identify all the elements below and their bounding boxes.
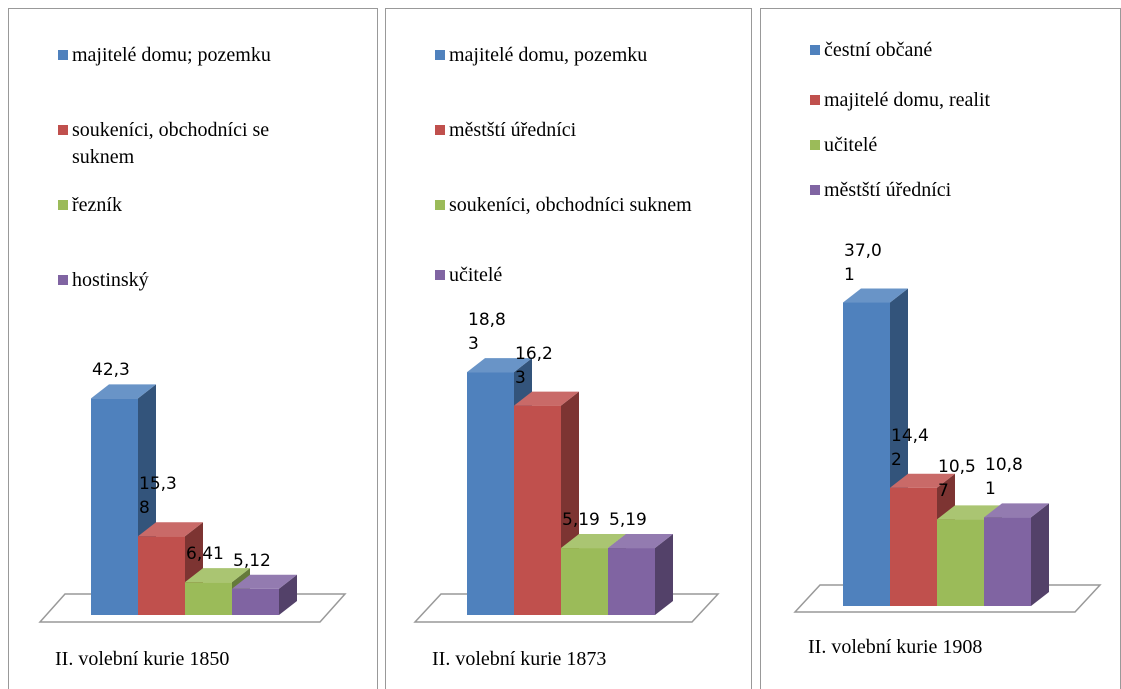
legend-entry: čestní občané [810,37,1104,64]
bar-side [655,534,673,615]
bar [185,582,232,615]
legend-entry: městští úředníci [435,117,699,144]
legend-swatch [810,45,820,55]
bar [232,588,279,615]
bar-top [843,288,908,303]
category-label: II. volební kurie 1873 [432,648,607,670]
legend-swatch [435,270,445,280]
bar [890,487,937,606]
floor [38,593,347,623]
category-label: II. volební kurie 1908 [808,636,983,658]
legend-swatch [810,185,820,195]
legend-swatch [58,200,68,210]
bar [984,517,1031,606]
legend-entry: soukeníci, obchodníci suknem [435,192,699,219]
bar [608,548,655,615]
category-label: II. volební kurie 1850 [55,648,230,670]
legend-swatch [435,200,445,210]
data-label: 6,41 [186,544,224,565]
bar-top [561,534,626,549]
bar [937,519,984,606]
bar-top [138,522,203,537]
legend-swatch [58,275,68,285]
data-label: 5,12 [233,550,271,571]
legend-entry: řezník [58,192,322,219]
bar-top [91,384,156,399]
bar-side [1031,503,1049,606]
bar-top [232,574,297,589]
legend-swatch [435,50,445,60]
data-label: 10,57 [938,457,976,502]
legend-swatch [810,95,820,105]
legend-entry: hostinský [58,267,322,294]
legend-swatch [58,125,68,135]
bar-top [467,358,532,373]
bar-side [279,574,297,615]
data-label: 15,38 [139,474,177,519]
bar-top [937,505,1002,520]
bar [514,405,561,615]
legend-entry: učitelé [810,132,1104,159]
bar [138,536,185,615]
panel [385,8,752,689]
legend-entry: majitelé domu, pozemku [435,42,699,69]
legend-swatch [58,50,68,60]
floor [413,593,720,623]
floor [793,584,1102,613]
data-label: 14,42 [891,425,929,470]
panel [8,8,378,689]
data-label: 18,83 [468,310,506,355]
legend-entry: městští úředníci [810,177,1104,204]
bar [843,302,890,606]
legend-entry: majitelé domu; pozemku [58,42,322,69]
bar-top [890,473,955,488]
bar [561,548,608,615]
bar-top [514,391,579,406]
bar-top [984,503,1049,518]
legend-swatch [435,125,445,135]
bar [467,372,514,615]
data-label: 16,23 [515,343,553,388]
legend-entry: učitelé [435,262,699,289]
data-label: 37,01 [844,240,882,285]
legend-swatch [810,140,820,150]
legend-entry: majitelé domu, realit [810,87,1104,114]
data-label: 42,3 [92,360,130,381]
bar [91,398,138,615]
data-label: 5,19 [609,510,647,531]
bar-top [608,534,673,549]
data-label: 5,19 [562,510,600,531]
data-label: 10,81 [985,455,1023,500]
bar-top [185,568,250,583]
legend-entry: soukeníci, obchodníci se suknem [58,117,322,171]
